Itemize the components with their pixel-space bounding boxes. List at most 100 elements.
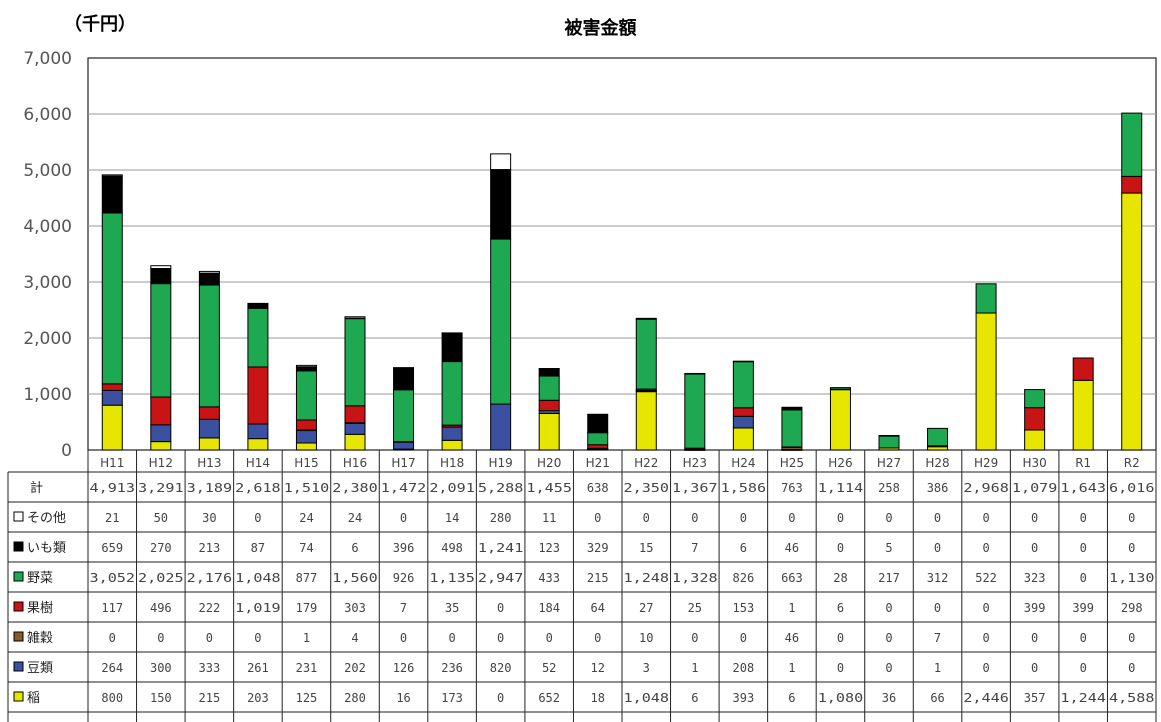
- table-cell: 0: [109, 631, 116, 645]
- table-cell: 173: [441, 691, 463, 705]
- table-cell: 231: [296, 661, 318, 675]
- table-cell: 0: [1128, 631, 1135, 645]
- table-cell: 333: [199, 661, 221, 675]
- legend-label: いも類: [27, 541, 66, 556]
- table-cell: 0: [691, 511, 698, 525]
- table-cell: 638: [587, 481, 609, 495]
- legend-swatch: [13, 631, 24, 642]
- table-cell: 25: [688, 601, 702, 615]
- table-cell: 14: [445, 511, 459, 525]
- bar-segment: [1024, 407, 1046, 431]
- table-cell: 1: [788, 601, 795, 615]
- table-cell: 15: [639, 541, 653, 555]
- x-tick-label: H13: [197, 456, 221, 470]
- table-cell: 0: [254, 631, 261, 645]
- table-cell: 0: [934, 511, 941, 525]
- table-cell: 64: [591, 601, 605, 615]
- table-cell: 0: [1031, 661, 1038, 675]
- table-cell: 4: [351, 631, 358, 645]
- y-tick-label: 0: [61, 441, 72, 461]
- y-tick-label: 5,000: [23, 161, 72, 181]
- totals-label: 計: [30, 480, 43, 496]
- table-cell: 0: [1080, 541, 1087, 555]
- bar-segment: [247, 423, 269, 440]
- bar-segment: [927, 427, 949, 447]
- table-cell: 0: [934, 601, 941, 615]
- table-cell: 399: [1024, 601, 1046, 615]
- bar-segment: [101, 175, 123, 214]
- bar-segment: [101, 212, 123, 385]
- table-cell: 0: [1080, 571, 1087, 585]
- table-cell: 300: [150, 661, 172, 675]
- y-tick-label: 4,000: [23, 217, 72, 237]
- bar-segment: [247, 302, 269, 309]
- table-cell: 3,052: [90, 571, 136, 585]
- y-tick-label: 2,000: [23, 329, 72, 349]
- table-cell: 5: [885, 541, 892, 555]
- bar-segment: [150, 268, 172, 285]
- table-cell: 2,380: [332, 481, 378, 495]
- table-cell: 0: [885, 661, 892, 675]
- bar-segment: [1024, 389, 1046, 409]
- bar-segment: [975, 283, 997, 314]
- bar-segment: [732, 407, 754, 417]
- bar-segment: [247, 366, 269, 425]
- table-cell: 0: [497, 631, 504, 645]
- bar-segment: [538, 368, 560, 377]
- table-cell: 2,091: [429, 481, 475, 495]
- bar-segment: [101, 389, 123, 406]
- table-cell: 0: [1031, 511, 1038, 525]
- bar-segment: [490, 403, 512, 451]
- table-cell: 1,367: [672, 481, 718, 495]
- table-cell: 46: [785, 631, 799, 645]
- bar-segment: [781, 409, 803, 448]
- table-cell: 1: [303, 631, 310, 645]
- table-cell: 126: [393, 661, 415, 675]
- legend-label: 豆類: [27, 661, 53, 676]
- table-cell: 820: [490, 661, 512, 675]
- table-cell: 1,080: [818, 691, 864, 705]
- table-cell: 2,350: [624, 481, 670, 495]
- table-cell: 0: [497, 691, 504, 705]
- table-cell: 2,446: [963, 691, 1009, 705]
- table-cell: 150: [150, 691, 172, 705]
- table-cell: 12: [591, 661, 605, 675]
- bar-segment: [393, 389, 415, 443]
- table-cell: 1,248: [624, 571, 670, 585]
- table-cell: 0: [982, 511, 989, 525]
- table-cell: 87: [251, 541, 265, 555]
- bar-segment: [441, 361, 463, 426]
- x-tick-label: H12: [149, 456, 173, 470]
- table-cell: 2,947: [478, 571, 524, 585]
- table-cell: 0: [885, 631, 892, 645]
- table-cell: 386: [927, 481, 949, 495]
- table-cell: 0: [546, 631, 553, 645]
- table-cell: 258: [878, 481, 900, 495]
- table-cell: 6: [788, 691, 795, 705]
- bar-segment: [295, 370, 317, 421]
- bar-segment: [295, 429, 317, 444]
- bar-segment: [732, 427, 754, 451]
- table-cell: 123: [538, 541, 560, 555]
- table-cell: 125: [296, 691, 318, 705]
- table-cell: 5,288: [478, 481, 524, 495]
- bar-segment: [150, 424, 172, 443]
- table-cell: 0: [400, 631, 407, 645]
- table-cell: 877: [296, 571, 318, 585]
- x-tick-label: R1: [1075, 456, 1091, 470]
- table-cell: 6: [691, 691, 698, 705]
- bar-segment: [198, 418, 220, 439]
- table-cell: 1: [691, 661, 698, 675]
- bar-segment: [538, 375, 560, 401]
- legend-swatch: [13, 661, 24, 672]
- table-cell: 7: [934, 631, 941, 645]
- bar-segment: [490, 238, 512, 405]
- x-tick-label: H27: [877, 456, 901, 470]
- table-cell: 0: [934, 541, 941, 555]
- x-tick-label: H11: [100, 456, 124, 470]
- bar-segment: [101, 383, 123, 391]
- table-cell: 24: [299, 511, 313, 525]
- table-cell: 1,241: [478, 541, 524, 555]
- legend-swatch: [13, 511, 24, 522]
- x-tick-label: H14: [246, 456, 270, 470]
